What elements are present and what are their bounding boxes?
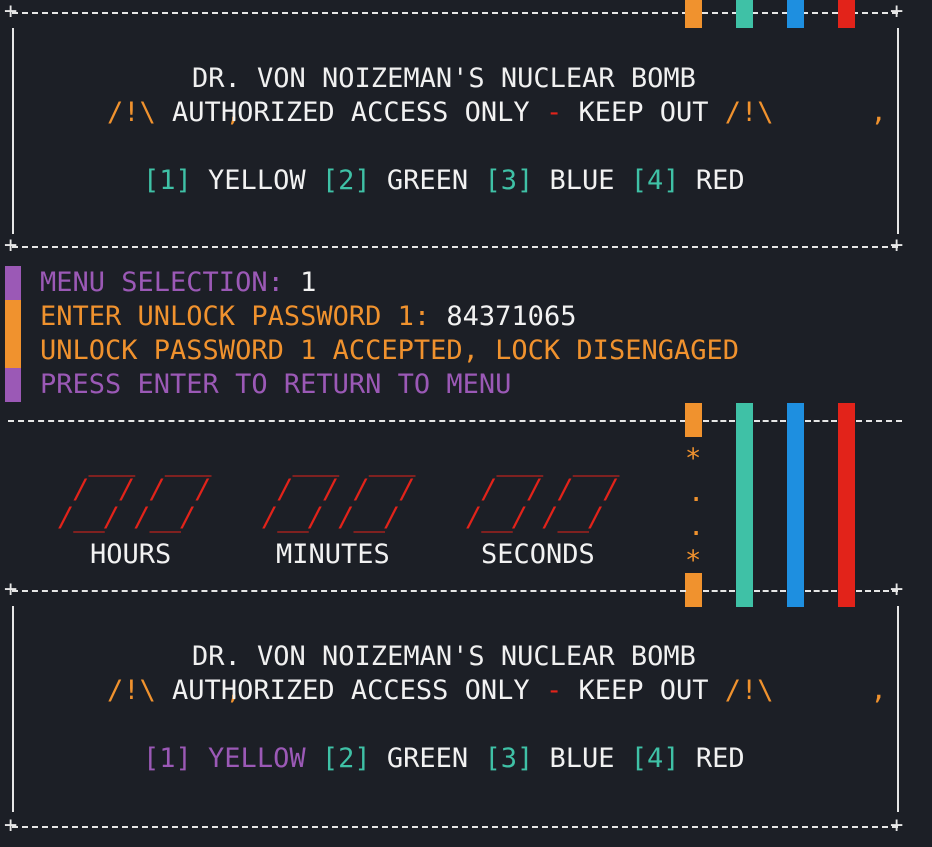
wire-stub-blue bbox=[787, 0, 804, 28]
comma-decoration: , bbox=[225, 675, 242, 706]
timer-top-border bbox=[856, 420, 902, 424]
banner-title: DR. VON NOIZEMAN'S NUCLEAR BOMB bbox=[192, 63, 696, 94]
option-blue[interactable]: BLUE bbox=[549, 165, 615, 196]
option-red[interactable]: RED bbox=[695, 165, 745, 196]
access-text: AUTHORIZED ACCESS ONLY bbox=[172, 675, 530, 706]
hours-label: HOURS bbox=[90, 539, 172, 570]
status-marker bbox=[5, 266, 21, 300]
bottom-border bbox=[12, 826, 898, 830]
corner-plus: + bbox=[4, 577, 18, 602]
top-border bbox=[703, 590, 735, 594]
hours-digits: ___ ___ / / / / /__/ /__/ bbox=[58, 446, 212, 533]
option-blue[interactable]: BLUE bbox=[549, 743, 615, 774]
status-marker bbox=[5, 368, 21, 402]
password-value[interactable]: 84371065 bbox=[446, 301, 577, 332]
wire-stub-yellow bbox=[685, 0, 702, 28]
top-border bbox=[754, 590, 786, 594]
separator-dot: . bbox=[688, 477, 705, 508]
top-border bbox=[805, 590, 837, 594]
comma-decoration: , bbox=[870, 675, 887, 706]
separator-star: * bbox=[685, 443, 702, 474]
dash-separator: - bbox=[545, 97, 563, 128]
separator-dot: . bbox=[688, 511, 705, 542]
warning-icon: /!\ bbox=[107, 97, 156, 128]
right-border bbox=[897, 606, 899, 812]
accepted-message: UNLOCK PASSWORD 1 ACCEPTED, LOCK DISENGA… bbox=[40, 335, 739, 366]
corner-plus: + bbox=[890, 0, 904, 24]
banner-title-line: , bbox=[128, 62, 242, 128]
wire-options: [1] YELLOW [2] GREEN [3] BLUE [4] RED bbox=[143, 742, 745, 776]
comma-decoration: , bbox=[870, 97, 887, 128]
option-green[interactable]: GREEN bbox=[386, 743, 469, 774]
option-key: [1] bbox=[143, 165, 192, 196]
bottom-border bbox=[12, 246, 898, 250]
top-border bbox=[12, 12, 898, 16]
corner-plus: + bbox=[890, 233, 904, 258]
left-border bbox=[12, 28, 14, 234]
option-red[interactable]: RED bbox=[695, 743, 745, 774]
corner-plus: + bbox=[4, 0, 18, 24]
separator-star: * bbox=[685, 545, 702, 576]
option-green[interactable]: GREEN bbox=[386, 165, 469, 196]
dash-separator: - bbox=[545, 675, 563, 706]
status-marker bbox=[5, 300, 21, 368]
minutes-label: MINUTES bbox=[276, 539, 390, 570]
corner-plus: + bbox=[4, 813, 18, 838]
wire-yellow-cut-top[interactable] bbox=[685, 403, 702, 437]
timer-top-border bbox=[703, 420, 735, 424]
timer-top-border bbox=[754, 420, 786, 424]
corner-plus: + bbox=[4, 233, 18, 258]
keep-out-text: KEEP OUT bbox=[578, 97, 709, 128]
wire-red[interactable] bbox=[838, 403, 855, 607]
option-key: [4] bbox=[630, 165, 680, 196]
banner-access-line: /!\ AUTHORIZED ACCESS ONLY - KEEP OUT /!… bbox=[107, 96, 774, 130]
right-border bbox=[897, 28, 899, 234]
menu-selection-label: MENU SELECTION: bbox=[40, 267, 284, 298]
wire-options: [1] YELLOW [2] GREEN [3] BLUE [4] RED bbox=[143, 164, 745, 198]
password-label: ENTER UNLOCK PASSWORD 1: bbox=[40, 301, 431, 332]
wire-blue[interactable] bbox=[787, 403, 804, 607]
banner-title: DR. VON NOIZEMAN'S NUCLEAR BOMB bbox=[192, 641, 696, 672]
wire-stub-red bbox=[838, 0, 855, 28]
option-key: [2] bbox=[321, 165, 371, 196]
menu-selection-value: 1 bbox=[300, 267, 317, 298]
seconds-digits: ___ ___ / / / / /__/ /__/ bbox=[466, 446, 620, 533]
timer-top-border bbox=[8, 420, 686, 424]
warning-icon: /!\ bbox=[724, 97, 774, 128]
wire-green[interactable] bbox=[736, 403, 753, 607]
timer-top-border bbox=[805, 420, 837, 424]
option-key: [2] bbox=[321, 743, 371, 774]
keep-out-text: KEEP OUT bbox=[578, 675, 709, 706]
return-prompt[interactable]: PRESS ENTER TO RETURN TO MENU bbox=[40, 369, 512, 400]
password-line: ENTER UNLOCK PASSWORD 1: 84371065 bbox=[40, 300, 576, 334]
option-key: [4] bbox=[630, 743, 680, 774]
option-yellow-selected[interactable]: YELLOW bbox=[208, 743, 306, 774]
corner-plus: + bbox=[890, 577, 904, 602]
option-key: [3] bbox=[484, 165, 534, 196]
option-key: [1] bbox=[143, 743, 192, 774]
banner-access-line: /!\ AUTHORIZED ACCESS ONLY - KEEP OUT /!… bbox=[107, 674, 774, 708]
warning-icon: /!\ bbox=[724, 675, 774, 706]
wire-yellow-cut-bottom[interactable] bbox=[685, 573, 702, 607]
corner-plus: + bbox=[890, 813, 904, 838]
top-border bbox=[856, 590, 898, 594]
left-border bbox=[12, 606, 14, 812]
menu-selection-line: MENU SELECTION: 1 bbox=[40, 266, 316, 300]
top-border bbox=[12, 590, 686, 594]
wire-stub-green bbox=[736, 0, 753, 28]
seconds-label: SECONDS bbox=[481, 539, 595, 570]
option-key: [3] bbox=[484, 743, 534, 774]
minutes-digits: ___ ___ / / / / /__/ /__/ bbox=[262, 446, 416, 533]
option-yellow[interactable]: YELLOW bbox=[208, 165, 306, 196]
comma-decoration: , bbox=[225, 97, 242, 128]
warning-icon: /!\ bbox=[107, 675, 156, 706]
access-text: AUTHORIZED ACCESS ONLY bbox=[172, 97, 530, 128]
